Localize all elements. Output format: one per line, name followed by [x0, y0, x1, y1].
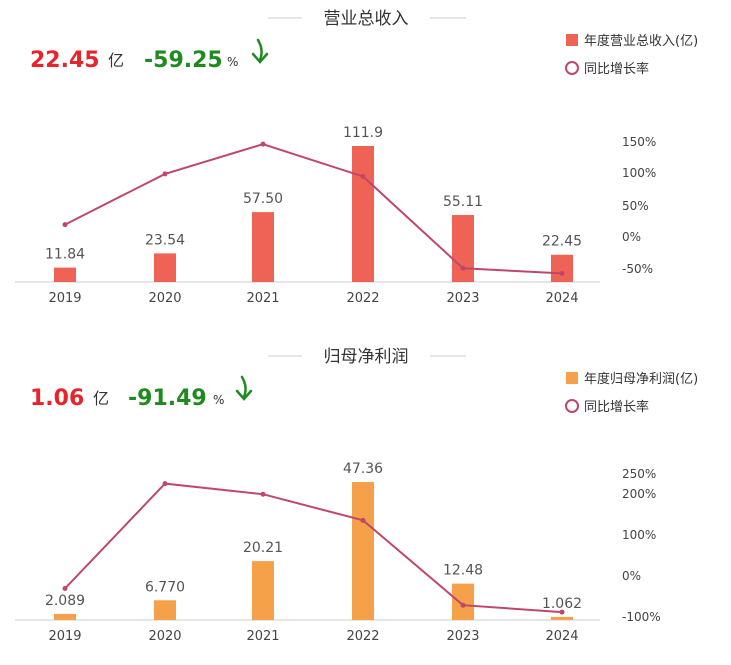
- legend-line-swatch: [565, 399, 579, 413]
- headline-value: 22.45: [30, 48, 100, 73]
- y-tick-label: -100%: [622, 610, 661, 624]
- bar-value-label: 11.84: [45, 247, 85, 263]
- headline-unit: 亿: [108, 51, 124, 70]
- chart-title: 营业总收入: [324, 9, 409, 29]
- growth-point-2021: [260, 491, 266, 497]
- legend-bar-swatch: [566, 372, 578, 384]
- bar-value-label: 1.062: [542, 596, 582, 612]
- x-tick-2019: 2019: [48, 291, 81, 306]
- bar-value-label: 20.21: [243, 540, 283, 556]
- y-tick-labels: 150% 100% 50% 0% -50%: [622, 135, 656, 276]
- x-tick-2021: 2021: [246, 291, 279, 306]
- growth-point-2020: [162, 481, 168, 487]
- bar-value-label: 55.11: [443, 194, 483, 210]
- bar-2022: [352, 146, 374, 282]
- x-tick-2020: 2020: [148, 629, 181, 644]
- x-tick-2021: 2021: [246, 629, 279, 644]
- bar-2020: [154, 253, 176, 282]
- chart-title: 归母净利润: [324, 347, 409, 367]
- y-tick-label: 0%: [622, 230, 641, 244]
- legend-bar-label: 年度营业总收入(亿): [584, 33, 698, 49]
- legend-bar-swatch: [566, 34, 578, 46]
- y-tick-label: 0%: [622, 569, 641, 583]
- y-tick-label: 100%: [622, 528, 656, 542]
- growth-point-2023: [460, 602, 466, 608]
- bar-2019: [54, 267, 76, 282]
- y-tick-label: 100%: [622, 166, 656, 180]
- headline-value: 1.06: [30, 386, 84, 411]
- x-tick-2020: 2020: [148, 291, 181, 306]
- x-tick-labels: 2019 2020 2021 2022 2023 2024: [48, 291, 578, 306]
- x-tick-labels: 2019 2020 2021 2022 2023 2024: [48, 629, 578, 644]
- bar-labels: 11.84 23.54 57.50 111.9 55.11 22.45: [45, 125, 582, 263]
- revenue-panel: 营业总收入 22.45 亿 -59.25 % 年度营业总收入(亿) 同比增长率 …: [15, 9, 698, 306]
- headline-growth: -91.49: [128, 386, 207, 411]
- growth-point-2020: [162, 171, 168, 177]
- bar-value-label: 2.089: [45, 593, 85, 609]
- bars: [54, 146, 573, 282]
- down-arrow-icon: [251, 38, 269, 64]
- bar-2023: [452, 583, 474, 620]
- growth-point-2021: [260, 141, 266, 147]
- bars: [54, 482, 573, 620]
- bar-2019: [54, 613, 76, 620]
- bar-2021: [252, 212, 274, 282]
- growth-point-2019: [62, 222, 68, 228]
- y-tick-label: -50%: [622, 262, 653, 276]
- headline-growth-unit: %: [213, 393, 224, 407]
- growth-line: [62, 141, 565, 276]
- x-tick-2023: 2023: [446, 629, 479, 644]
- growth-point-2024: [559, 270, 565, 276]
- growth-point-2019: [62, 585, 68, 591]
- growth-point-2023: [460, 265, 466, 271]
- growth-line: [62, 481, 565, 615]
- headline-unit: 亿: [93, 389, 109, 408]
- y-tick-label: 50%: [622, 199, 649, 213]
- growth-point-2024: [559, 609, 565, 615]
- x-tick-2019: 2019: [48, 629, 81, 644]
- bar-labels: 2.089 6.770 20.21 47.36 12.48 1.062: [45, 461, 582, 612]
- x-tick-2024: 2024: [545, 629, 578, 644]
- legend-line-swatch: [565, 61, 579, 75]
- y-tick-labels: 250% 200% 100% 0% -100%: [622, 467, 661, 624]
- bar-value-label: 12.48: [443, 563, 483, 579]
- headline-growth-unit: %: [227, 55, 238, 69]
- bar-value-label: 57.50: [243, 191, 283, 207]
- y-tick-label: 200%: [622, 487, 656, 501]
- bar-2022: [352, 482, 374, 620]
- bar-value-label: 23.54: [145, 232, 185, 248]
- headline-growth: -59.25: [144, 48, 223, 73]
- legend-line-label: 同比增长率: [584, 399, 649, 415]
- growth-point-2022: [360, 517, 366, 523]
- legend-bar-label: 年度归母净利润(亿): [584, 371, 698, 387]
- y-tick-label: 250%: [622, 467, 656, 481]
- legend-line-label: 同比增长率: [584, 61, 649, 77]
- y-tick-label: 150%: [622, 135, 656, 149]
- growth-line-path: [64, 482, 563, 614]
- net-profit-panel: 归母净利润 1.06 亿 -91.49 % 年度归母净利润(亿) 同比增长率 2…: [15, 347, 698, 644]
- bar-2020: [154, 600, 176, 620]
- bar-2023: [452, 215, 474, 282]
- growth-point-2022: [360, 173, 366, 179]
- x-tick-2024: 2024: [545, 291, 578, 306]
- bar-value-label: 6.770: [145, 579, 185, 595]
- x-tick-2022: 2022: [346, 629, 379, 644]
- bar-2024: [551, 254, 573, 282]
- bar-value-label: 22.45: [542, 234, 582, 250]
- bar-value-label: 47.36: [343, 461, 383, 477]
- down-arrow-icon: [235, 375, 253, 401]
- bar-value-label: 111.9: [343, 125, 383, 141]
- bar-2021: [252, 561, 274, 620]
- x-tick-2022: 2022: [346, 291, 379, 306]
- x-tick-2023: 2023: [446, 291, 479, 306]
- bar-2024: [551, 616, 573, 620]
- growth-line-path: [64, 143, 563, 275]
